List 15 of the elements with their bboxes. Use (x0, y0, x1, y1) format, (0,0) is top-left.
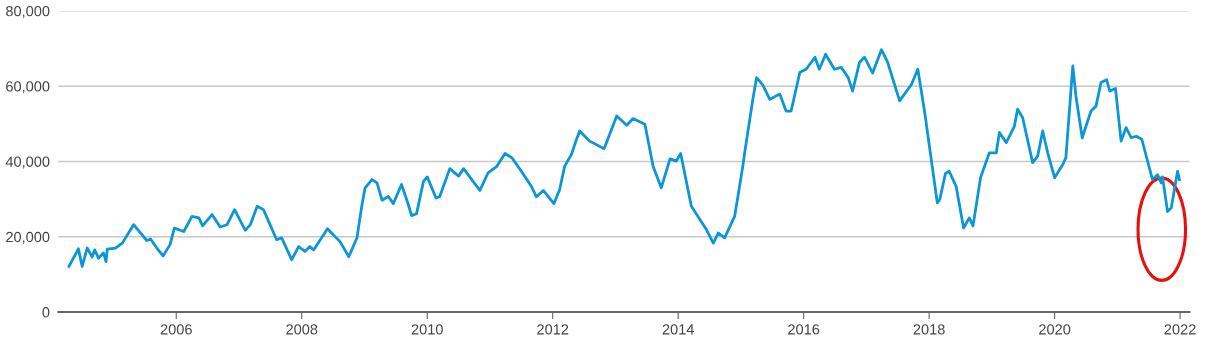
x-tick-label: 2012 (537, 324, 569, 335)
y-tick-label: 80,000 (6, 6, 50, 19)
y-tick-label: 60,000 (6, 81, 50, 94)
y-tick-label: 0 (42, 307, 50, 318)
x-tick-label: 2010 (411, 324, 443, 335)
x-tick-label: 2016 (788, 324, 820, 335)
y-tick-label: 20,000 (6, 231, 50, 244)
x-tick-label: 2014 (662, 324, 694, 335)
x-tick-label: 2018 (913, 324, 945, 335)
y-tick-label: 40,000 (5, 156, 50, 169)
x-tick-label: 2020 (1039, 324, 1071, 335)
x-tick-label: 2008 (286, 324, 318, 335)
x-tick-label: 2006 (160, 324, 192, 335)
x-tick-label: 2022 (1164, 324, 1196, 335)
line-series (67, 48, 1181, 268)
